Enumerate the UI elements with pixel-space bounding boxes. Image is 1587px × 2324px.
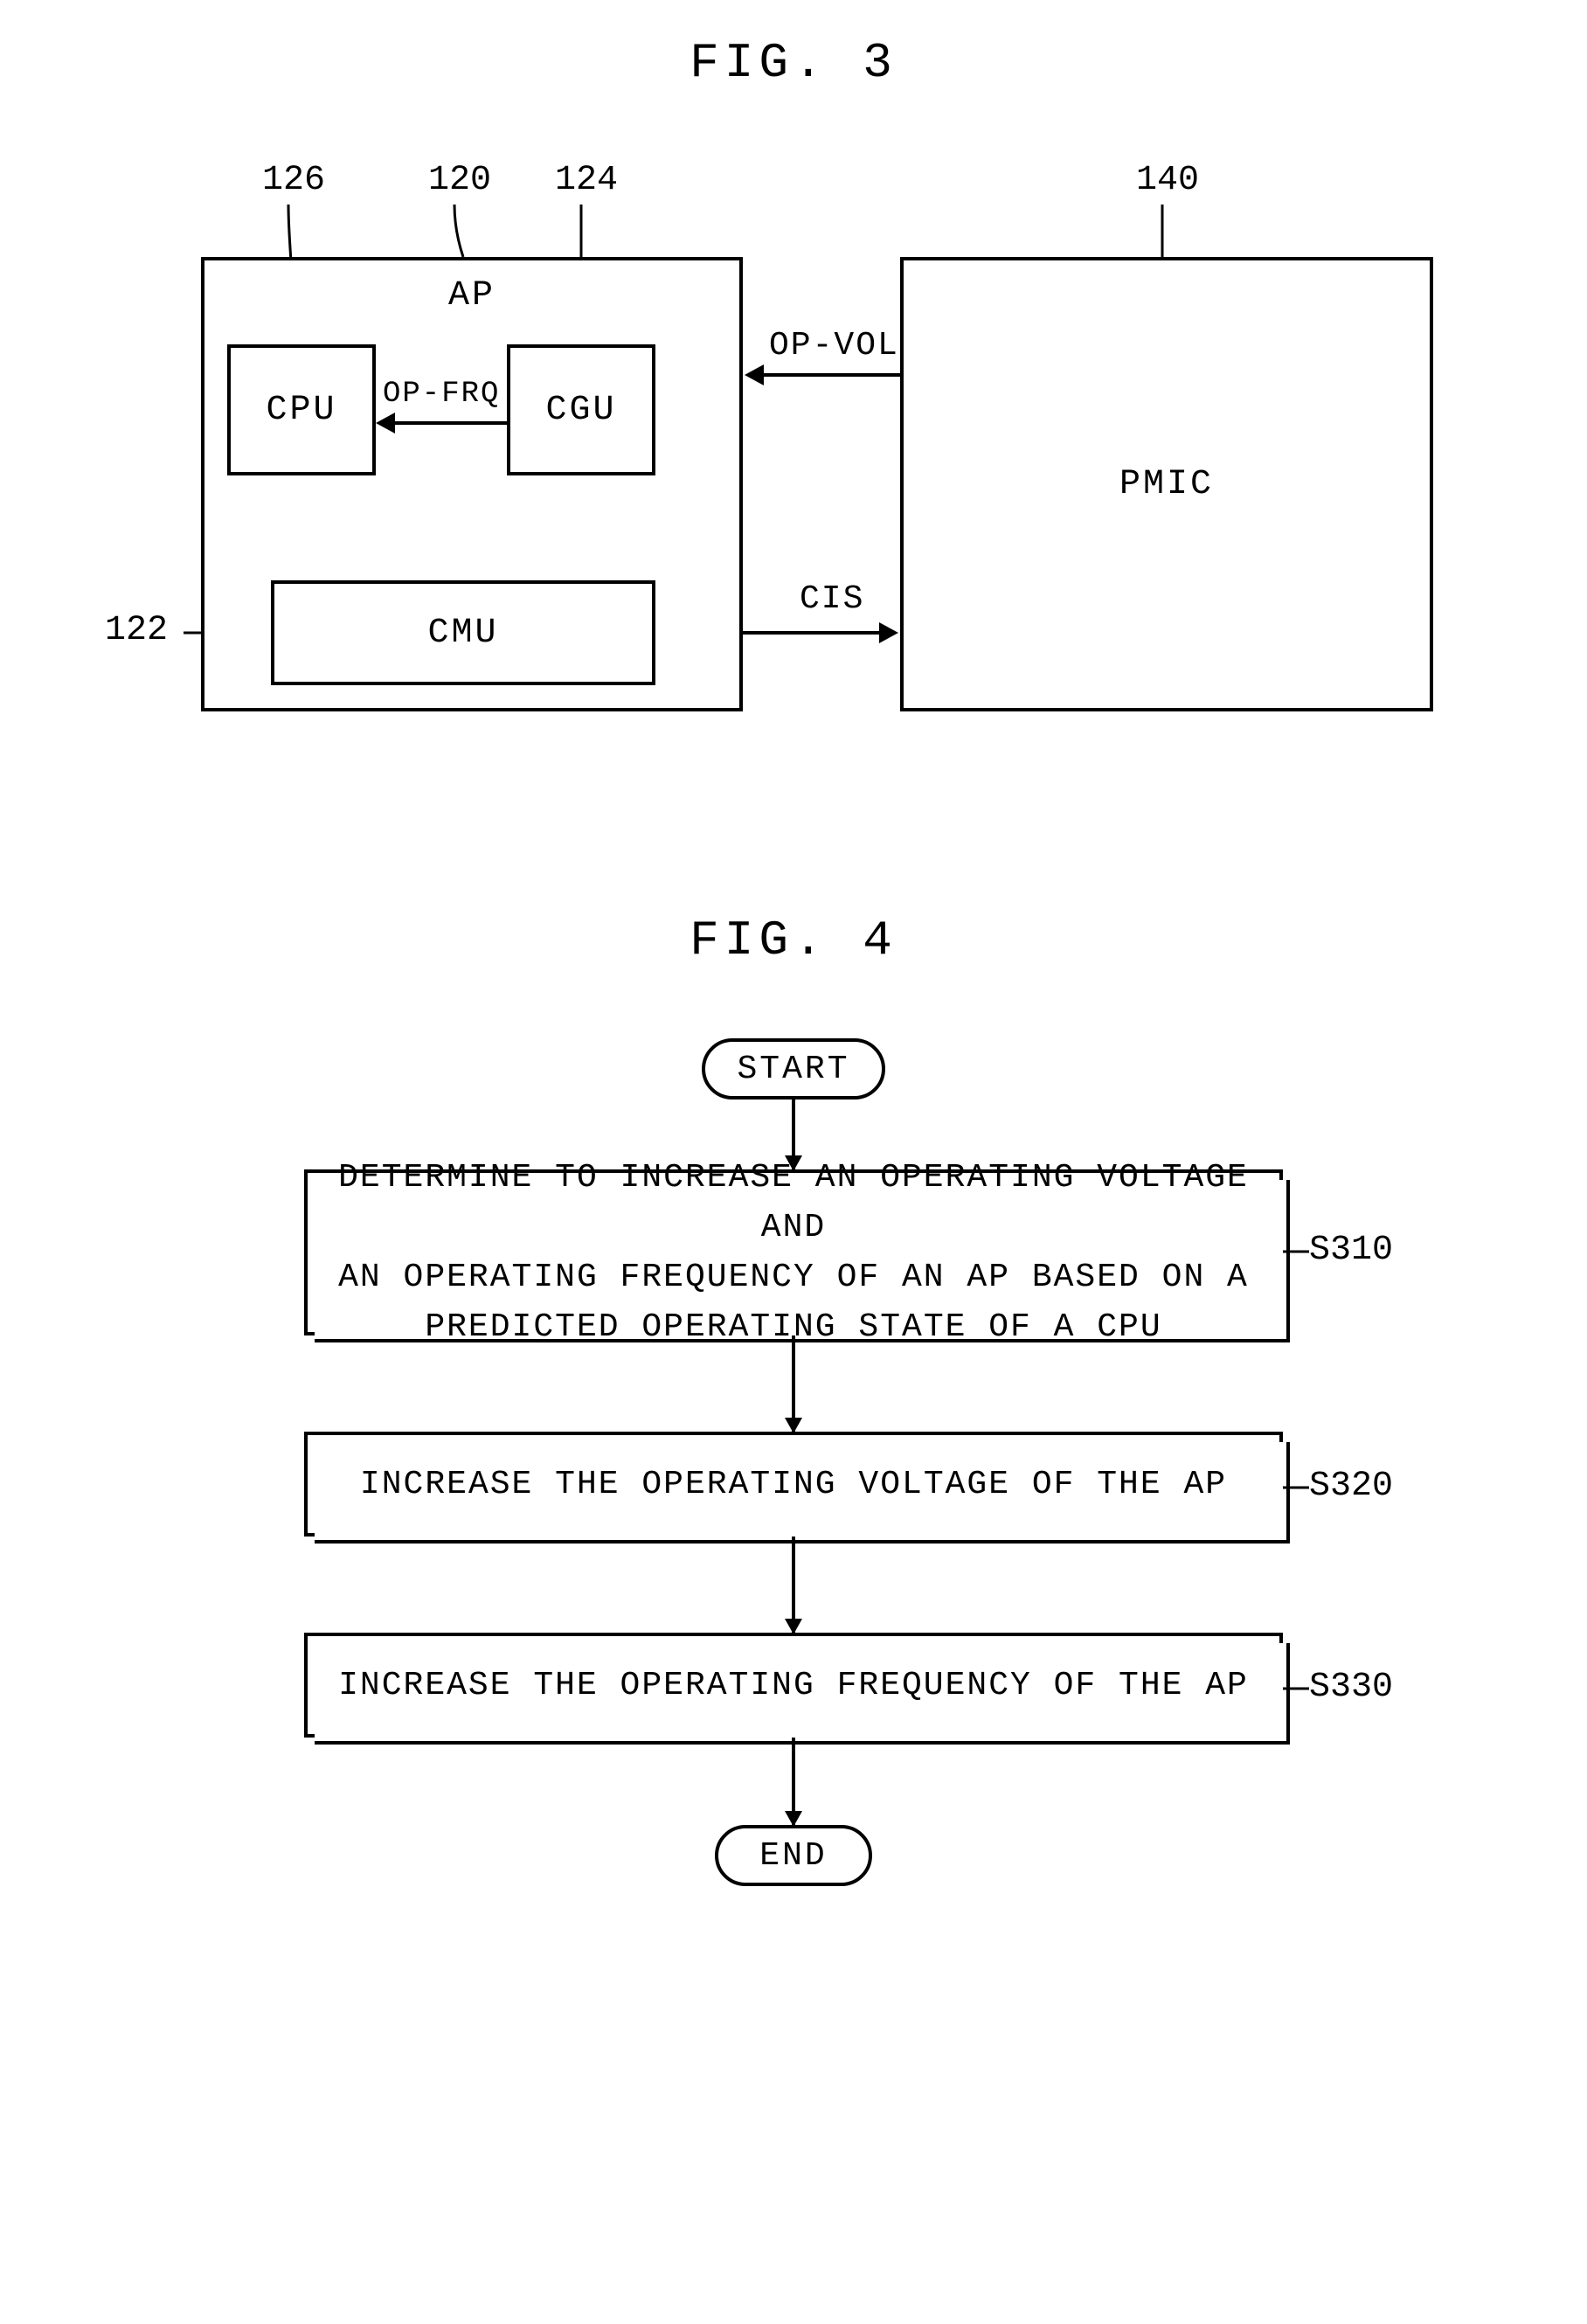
start-terminator: START <box>702 1038 885 1100</box>
ref-s330: S330 <box>1309 1668 1393 1707</box>
start-label: START <box>737 1051 849 1088</box>
fig3-title: FIG. 3 <box>35 35 1552 91</box>
process-s310: DETERMINE TO INCREASE AN OPERATING VOLTA… <box>304 1169 1283 1335</box>
process-s320: INCREASE THE OPERATING VOLTAGE OF THE AP <box>304 1432 1283 1537</box>
fig4-diagram: START DETERMINE TO INCREASE AN OPERATING… <box>138 1038 1449 1956</box>
fig3-diagram: 126 120 124 140 122 AP CPU CGU <box>140 161 1451 773</box>
end-label: END <box>759 1837 827 1875</box>
fig3-arrows <box>140 161 1451 773</box>
process-s320-text: INCREASE THE OPERATING VOLTAGE OF THE AP <box>360 1460 1227 1509</box>
arrow-s1-s2 <box>792 1335 795 1432</box>
ref-s320: S320 <box>1309 1467 1393 1506</box>
end-terminator: END <box>715 1825 872 1886</box>
process-s310-text: DETERMINE TO INCREASE AN OPERATING VOLTA… <box>325 1153 1262 1352</box>
arrow-s3-end <box>792 1738 795 1825</box>
process-s330-text: INCREASE THE OPERATING FREQUENCY OF THE … <box>338 1661 1249 1710</box>
arrow-s2-s3 <box>792 1537 795 1633</box>
process-s330: INCREASE THE OPERATING FREQUENCY OF THE … <box>304 1633 1283 1738</box>
fig4-title: FIG. 4 <box>35 912 1552 968</box>
ref-s310: S310 <box>1309 1231 1393 1270</box>
